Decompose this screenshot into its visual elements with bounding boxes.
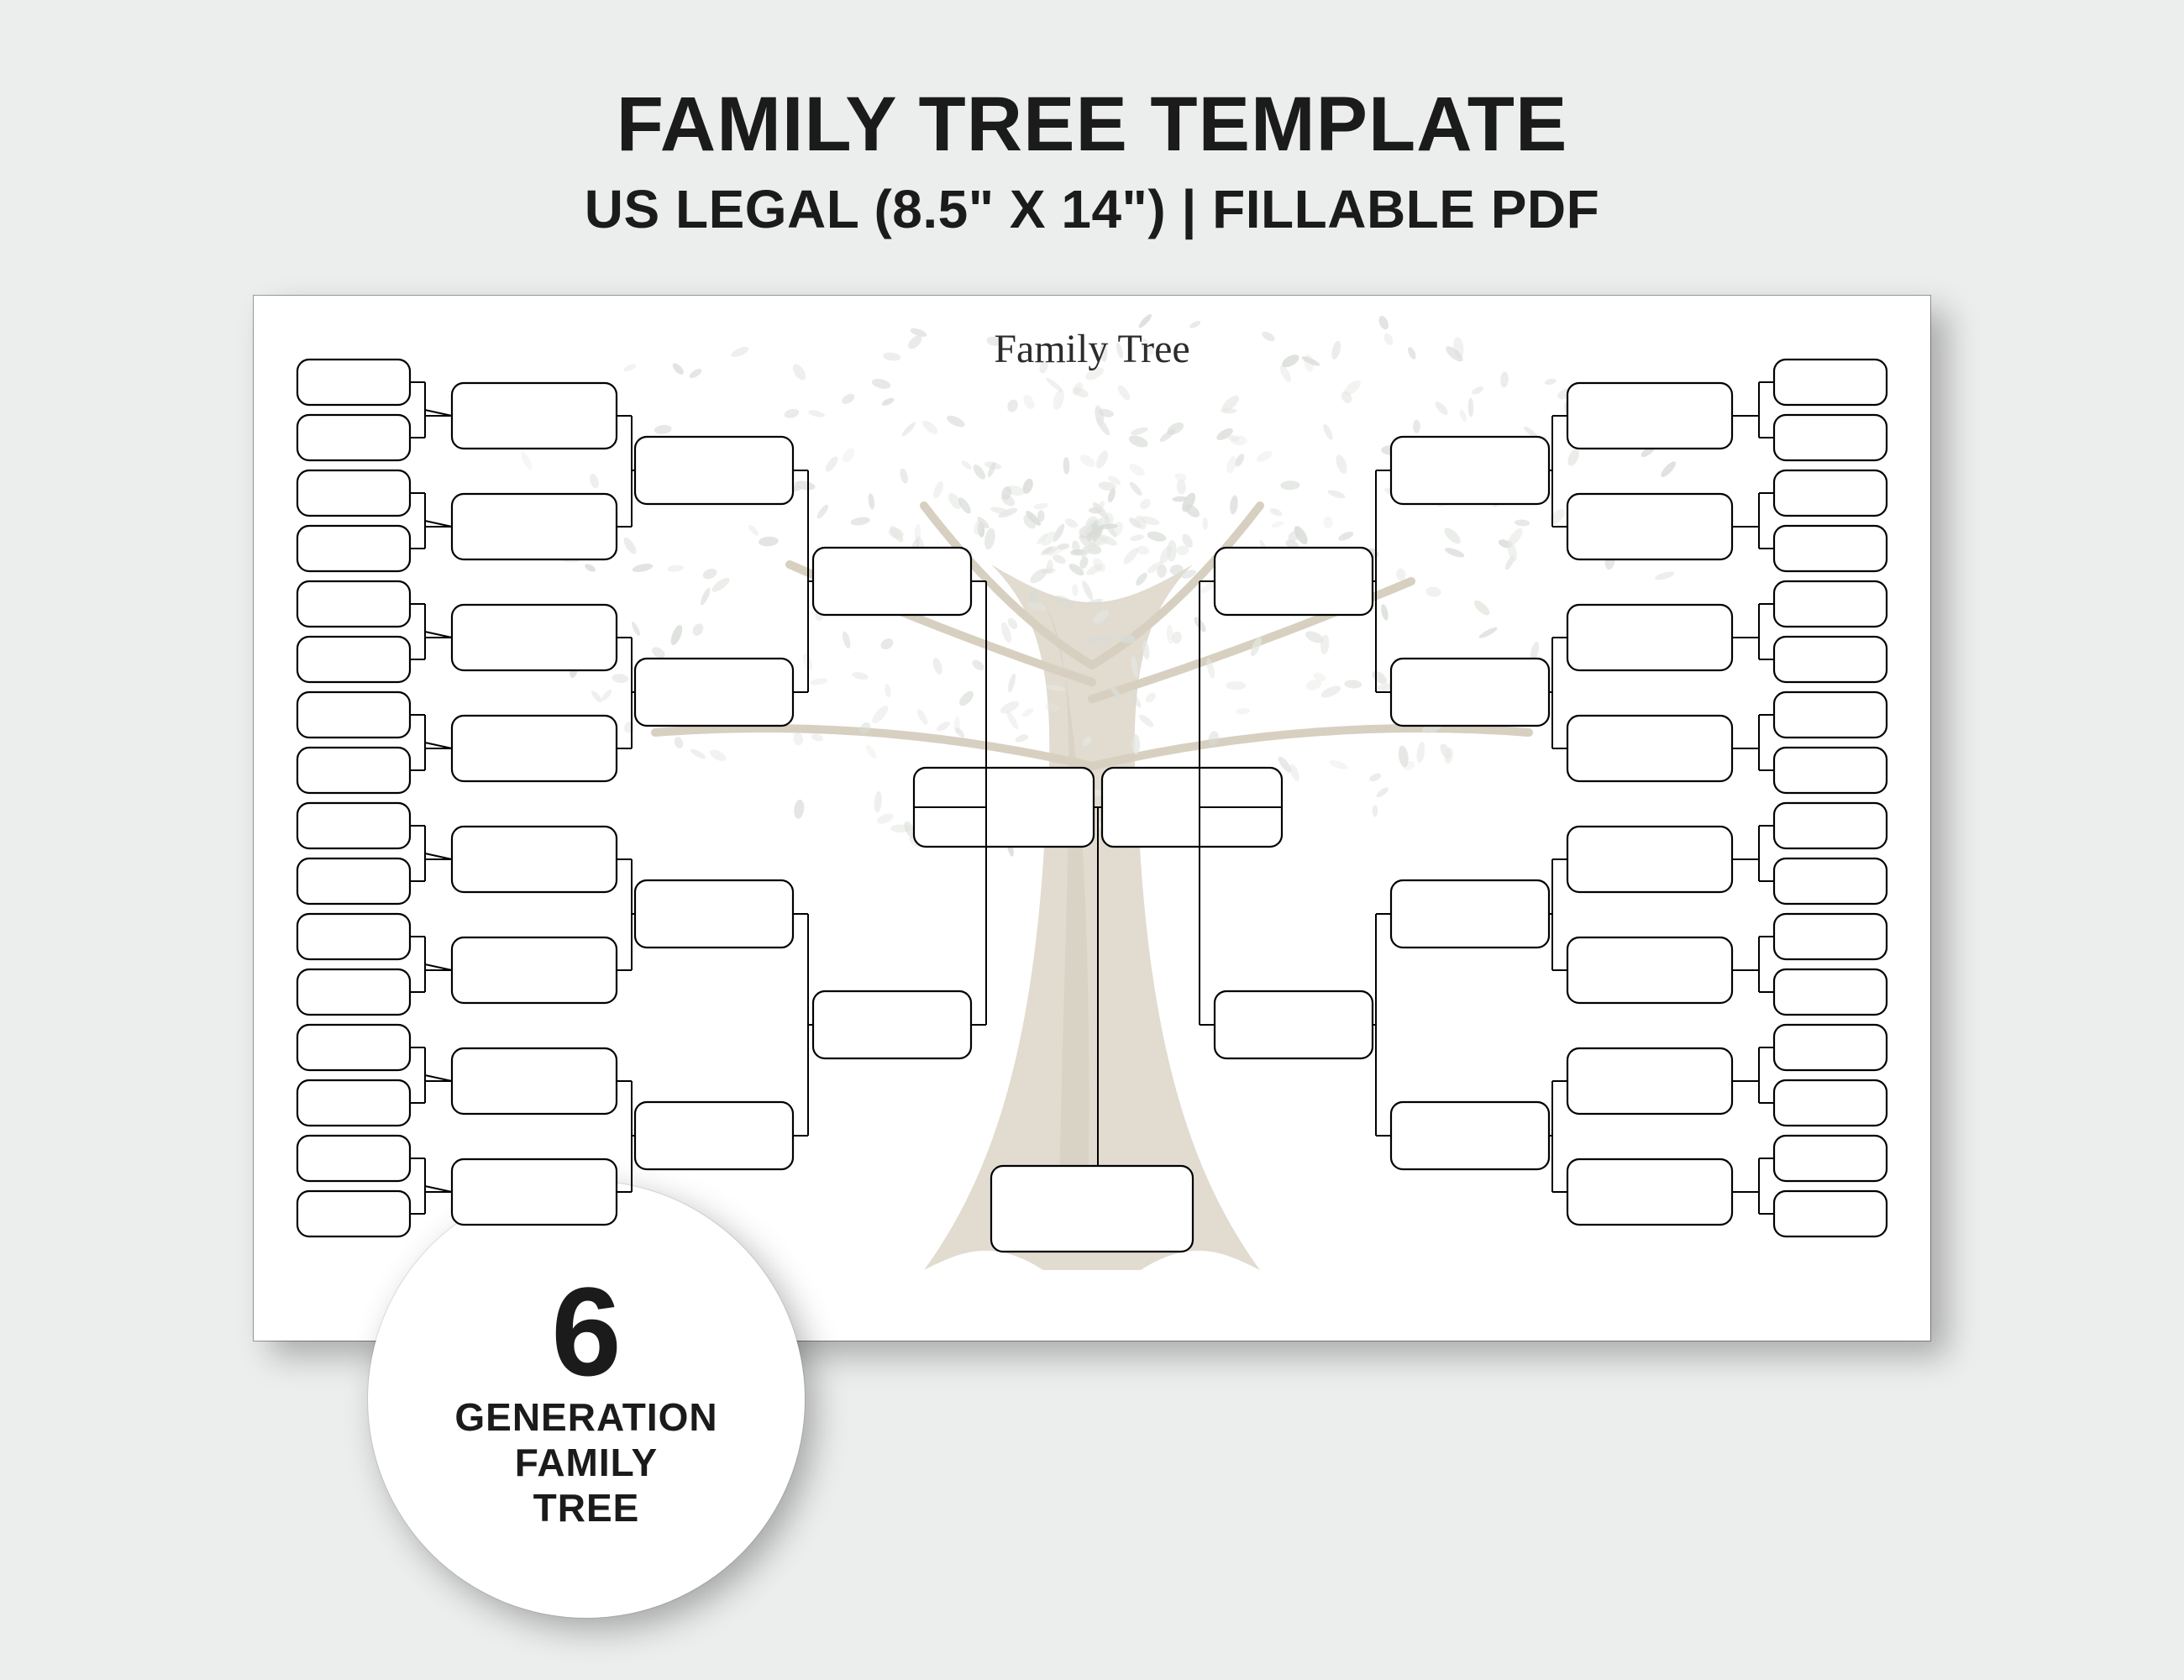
name-box bbox=[452, 937, 617, 1003]
name-box bbox=[1774, 858, 1887, 904]
name-box bbox=[1774, 1025, 1887, 1070]
connector bbox=[425, 410, 452, 416]
name-box bbox=[1774, 360, 1887, 405]
connector bbox=[425, 632, 452, 638]
name-box bbox=[1567, 494, 1732, 559]
name-box bbox=[813, 991, 971, 1058]
name-box bbox=[297, 581, 410, 627]
name-box bbox=[297, 415, 410, 460]
name-box bbox=[1567, 716, 1732, 781]
name-box bbox=[635, 880, 793, 948]
name-box bbox=[1774, 526, 1887, 571]
name-box bbox=[1567, 1048, 1732, 1114]
family-tree-chart bbox=[254, 296, 1930, 1341]
name-box bbox=[297, 637, 410, 682]
page-title: FAMILY TREE TEMPLATE bbox=[0, 81, 2184, 169]
badge-line: TREE bbox=[454, 1485, 717, 1530]
name-box bbox=[452, 1159, 617, 1225]
name-box bbox=[452, 494, 617, 559]
name-box bbox=[1774, 1191, 1887, 1236]
name-box bbox=[297, 858, 410, 904]
name-box bbox=[297, 1136, 410, 1181]
name-box bbox=[813, 548, 971, 615]
badge-text: GENERATIONFAMILYTREE bbox=[454, 1394, 717, 1530]
name-box bbox=[452, 1048, 617, 1114]
name-box bbox=[452, 716, 617, 781]
name-box bbox=[297, 470, 410, 516]
name-box bbox=[1215, 548, 1373, 615]
name-box bbox=[297, 748, 410, 793]
name-box bbox=[1774, 803, 1887, 848]
name-box bbox=[297, 692, 410, 738]
name-box bbox=[1774, 1136, 1887, 1181]
name-box bbox=[1391, 659, 1549, 726]
name-box bbox=[991, 1166, 1193, 1252]
name-box bbox=[1567, 827, 1732, 892]
stage: FAMILY TREE TEMPLATE US LEGAL (8.5" X 14… bbox=[0, 0, 2184, 1680]
name-box bbox=[452, 827, 617, 892]
name-box bbox=[1774, 581, 1887, 627]
name-box bbox=[1774, 637, 1887, 682]
name-box bbox=[1774, 748, 1887, 793]
name-box bbox=[1774, 969, 1887, 1015]
name-box bbox=[297, 914, 410, 959]
name-box bbox=[452, 605, 617, 670]
name-box bbox=[1567, 383, 1732, 449]
name-box bbox=[1215, 991, 1373, 1058]
name-box bbox=[1391, 437, 1549, 504]
connector bbox=[425, 853, 452, 859]
badge-line: GENERATION bbox=[454, 1394, 717, 1440]
name-box bbox=[1774, 415, 1887, 460]
name-box bbox=[297, 526, 410, 571]
name-box bbox=[1567, 605, 1732, 670]
page-subtitle: US LEGAL (8.5" X 14") | FILLABLE PDF bbox=[0, 178, 2184, 240]
name-box bbox=[635, 659, 793, 726]
name-box bbox=[1774, 692, 1887, 738]
name-box bbox=[635, 437, 793, 504]
name-box bbox=[297, 1080, 410, 1126]
name-box bbox=[1774, 914, 1887, 959]
name-box bbox=[1391, 1102, 1549, 1169]
name-box bbox=[297, 969, 410, 1015]
name-box bbox=[452, 383, 617, 449]
name-box bbox=[1567, 937, 1732, 1003]
connector bbox=[425, 964, 452, 970]
name-box bbox=[635, 1102, 793, 1169]
connector bbox=[425, 743, 452, 748]
name-box bbox=[1567, 1159, 1732, 1225]
name-box bbox=[297, 803, 410, 848]
connector bbox=[425, 521, 452, 527]
name-box bbox=[297, 1191, 410, 1236]
name-box bbox=[1774, 1080, 1887, 1126]
connector bbox=[425, 1075, 452, 1081]
template-sheet: Family Tree bbox=[254, 296, 1930, 1341]
name-box bbox=[297, 1025, 410, 1070]
name-box bbox=[297, 360, 410, 405]
name-box bbox=[1774, 470, 1887, 516]
name-box bbox=[1391, 880, 1549, 948]
badge-line: FAMILY bbox=[454, 1440, 717, 1485]
connector bbox=[425, 1186, 452, 1192]
